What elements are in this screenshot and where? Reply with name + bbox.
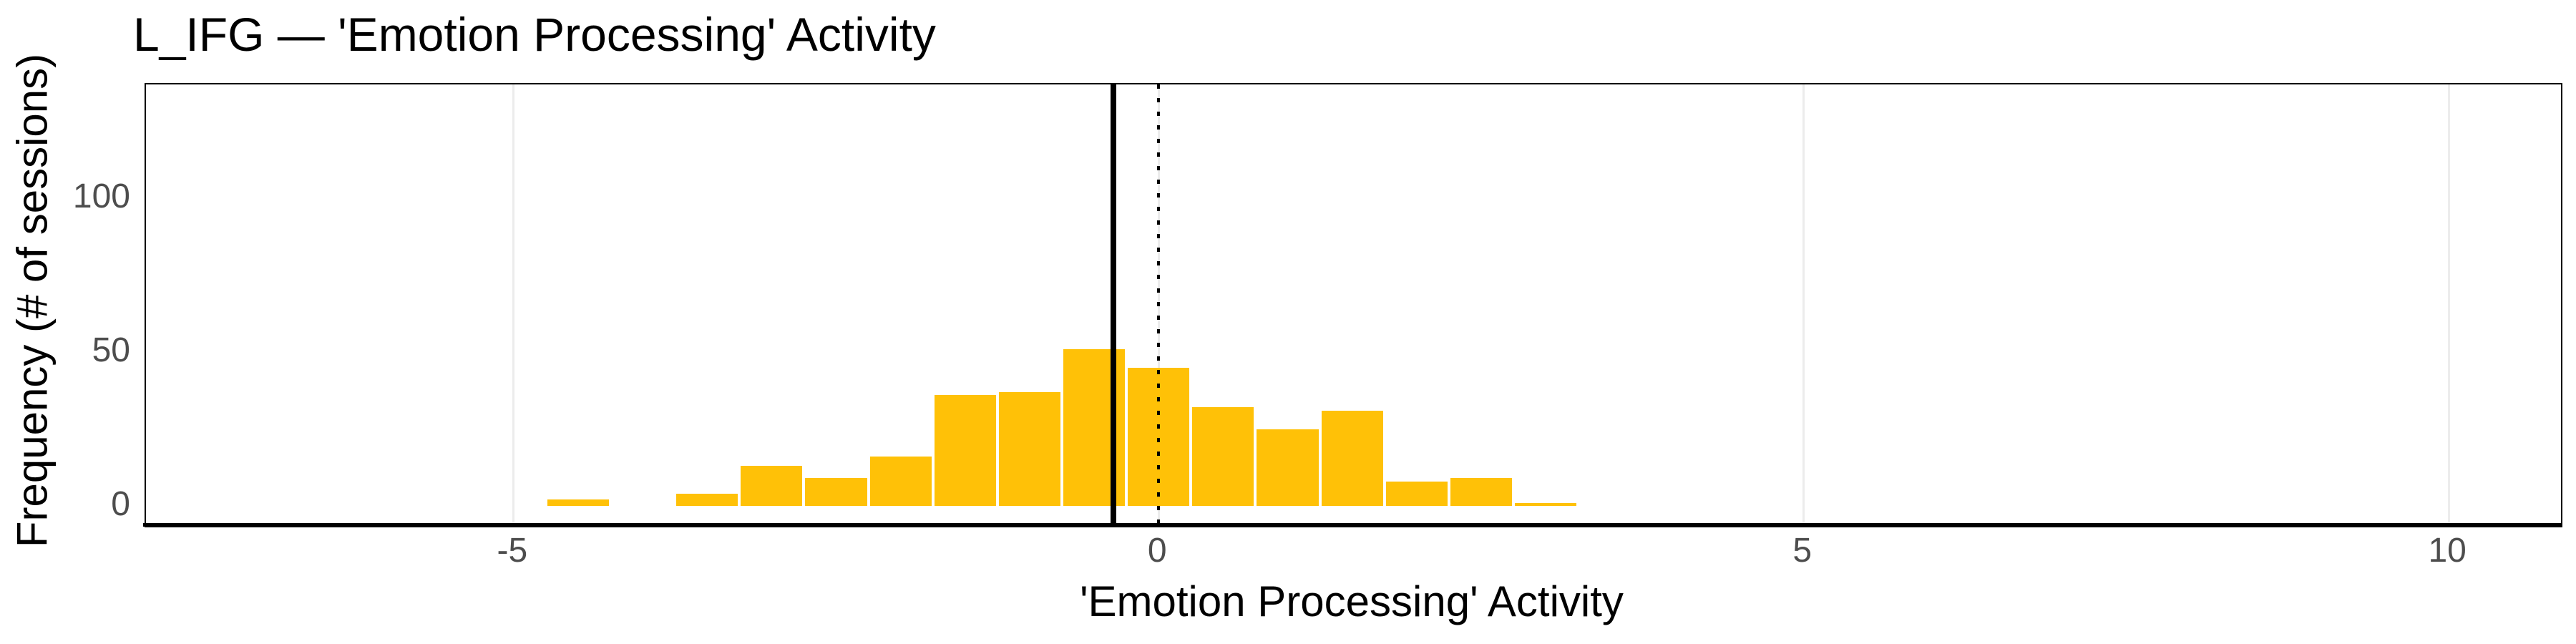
histogram-bar xyxy=(676,493,738,507)
x-tick-label: -5 xyxy=(497,532,528,570)
histogram-bar xyxy=(1192,407,1254,507)
histogram-bar xyxy=(1450,478,1513,507)
y-tick-label: 0 xyxy=(111,485,130,524)
x-gridline xyxy=(512,84,515,526)
histogram-bar xyxy=(934,395,996,507)
histogram-bar xyxy=(547,499,610,507)
histogram-bar xyxy=(1385,481,1448,507)
y-tick-label: 100 xyxy=(72,177,130,216)
x-axis-title: 'Emotion Processing' Activity xyxy=(1080,577,1624,625)
mean-reference-line xyxy=(1111,84,1117,526)
histogram-bar xyxy=(1515,502,1577,507)
histogram-bar xyxy=(1257,429,1319,507)
zero-reference-line xyxy=(1157,84,1161,526)
x-gridline xyxy=(1802,84,1805,526)
histogram-bar xyxy=(869,457,932,507)
plot-panel xyxy=(145,83,2562,527)
histogram-bar xyxy=(998,391,1061,507)
y-axis-title: Frequency (# of sessions) xyxy=(8,53,57,548)
plot-title: L_IFG — 'Emotion Processing' Activity xyxy=(133,8,936,61)
histogram-bar xyxy=(741,466,803,507)
x-tick-label: 10 xyxy=(2428,532,2467,570)
histogram-bar xyxy=(805,478,867,507)
y-tick-label: 50 xyxy=(92,331,130,370)
x-tick-label: 0 xyxy=(1147,532,1167,570)
histogram-bar xyxy=(1321,410,1383,507)
x-tick-label: 5 xyxy=(1792,532,1813,570)
x-axis-line xyxy=(143,523,2561,527)
x-gridline xyxy=(2447,84,2450,526)
